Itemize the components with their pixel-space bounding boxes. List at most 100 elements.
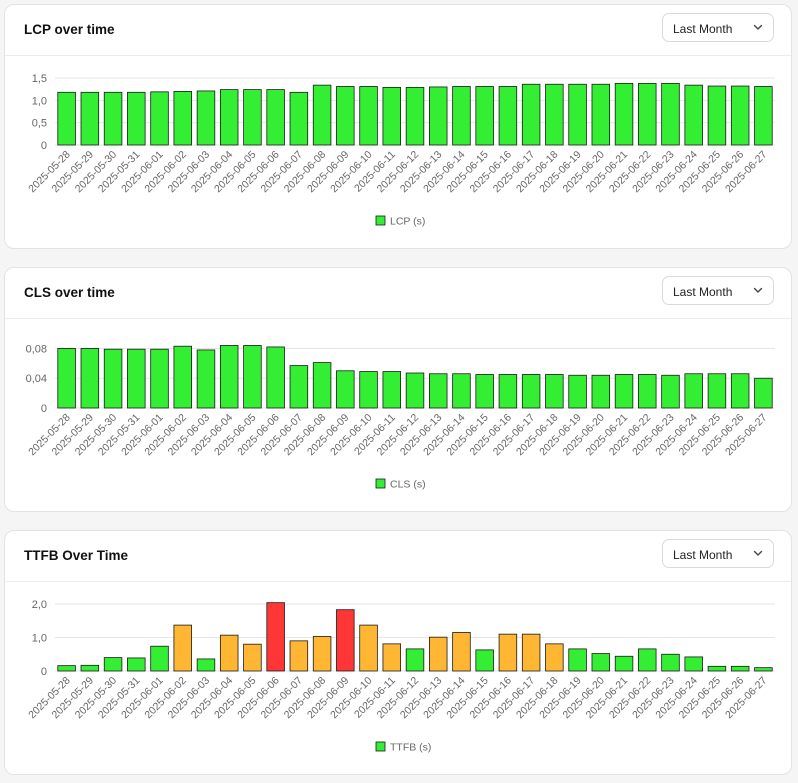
lcp-bar[interactable] [754, 86, 773, 146]
ttfb-bar[interactable] [150, 645, 169, 672]
lcp-bar[interactable] [57, 91, 76, 146]
lcp-bar[interactable] [405, 86, 425, 146]
lcp-bar[interactable] [428, 86, 448, 146]
cls-bar[interactable] [312, 362, 332, 409]
lcp-bar[interactable] [475, 86, 494, 146]
cls-bar[interactable] [336, 370, 355, 409]
ttfb-bar[interactable] [103, 657, 123, 672]
cls-bar[interactable] [475, 374, 494, 409]
cls-bar[interactable] [243, 345, 262, 409]
lcp-bar[interactable] [150, 91, 169, 146]
cls-bar[interactable] [289, 365, 309, 409]
ttfb-bar[interactable] [336, 609, 355, 672]
lcp-bar[interactable] [521, 83, 541, 146]
chevron-down-icon [753, 24, 763, 30]
lcp-bar[interactable] [243, 89, 262, 146]
ttfb-bar[interactable] [661, 653, 680, 672]
cls-bar[interactable] [707, 373, 727, 409]
lcp-bar-chart: 00,51,01,52025-05-282025-05-292025-05-30… [26, 73, 775, 228]
cls-bar[interactable] [684, 373, 703, 409]
cls-bar[interactable] [196, 349, 216, 409]
ttfb-bar[interactable] [475, 649, 494, 672]
lcp-bar[interactable] [103, 91, 123, 146]
ttfb-bar[interactable] [266, 602, 285, 672]
cls-bar[interactable] [521, 374, 541, 409]
lcp-range-select[interactable]: Last Month [662, 13, 774, 42]
lcp-bar[interactable] [498, 86, 518, 146]
cls-bar[interactable] [661, 374, 680, 409]
ttfb-bar[interactable] [289, 640, 309, 672]
lcp-bar[interactable] [684, 84, 703, 146]
lcp-bar[interactable] [568, 83, 587, 146]
ttfb-bar[interactable] [405, 648, 425, 672]
lcp-bar[interactable] [614, 82, 634, 146]
cls-bar[interactable] [150, 348, 169, 409]
ttfb-bar[interactable] [173, 624, 192, 672]
ttfb-bar[interactable] [428, 636, 448, 672]
cls-bar[interactable] [452, 373, 471, 409]
lcp-bar[interactable] [591, 83, 611, 146]
ttfb-bar[interactable] [521, 633, 541, 672]
ttfb-bar[interactable] [638, 648, 657, 672]
ttfb-bar[interactable] [219, 634, 239, 672]
ttfb-bar[interactable] [498, 633, 518, 672]
ttfb-bar[interactable] [545, 643, 564, 672]
ttfb-range-select[interactable]: Last Month [662, 539, 774, 568]
cls-range-select[interactable]: Last Month [662, 276, 774, 305]
cls-bar-chart: 00,040,082025-05-282025-05-292025-05-302… [26, 343, 775, 491]
lcp-bar[interactable] [127, 91, 146, 146]
ttfb-bar[interactable] [57, 665, 76, 672]
lcp-bar[interactable] [638, 82, 657, 146]
cls-bar[interactable] [382, 371, 402, 409]
cls-bar[interactable] [568, 374, 587, 409]
lcp-bar[interactable] [219, 89, 239, 146]
cls-bar[interactable] [405, 372, 425, 409]
cls-bar[interactable] [173, 345, 192, 409]
lcp-bar[interactable] [707, 85, 727, 146]
cls-bar[interactable] [127, 348, 146, 409]
ttfb-bar[interactable] [80, 664, 100, 672]
cls-bar[interactable] [638, 374, 657, 409]
lcp-bar[interactable] [80, 91, 100, 146]
cls-bar[interactable] [591, 374, 611, 409]
lcp-bar[interactable] [661, 82, 680, 146]
ttfb-bar[interactable] [127, 657, 146, 672]
cls-bar[interactable] [545, 374, 564, 409]
lcp-bar[interactable] [359, 86, 378, 146]
cls-legend-label: CLS (s) [390, 479, 426, 491]
ttfb-bar[interactable] [684, 656, 703, 672]
lcp-bar[interactable] [173, 91, 192, 146]
cls-bar[interactable] [614, 374, 634, 409]
lcp-bar[interactable] [730, 85, 750, 146]
cls-bar[interactable] [103, 348, 123, 409]
ttfb-bar[interactable] [382, 643, 402, 672]
ttfb-bar[interactable] [359, 624, 378, 672]
cls-bar[interactable] [428, 373, 448, 409]
ttfb-bar[interactable] [754, 667, 773, 672]
ttfb-bar[interactable] [312, 636, 332, 672]
cls-bar[interactable] [57, 348, 76, 409]
lcp-bar[interactable] [382, 86, 402, 146]
ttfb-bar[interactable] [591, 653, 611, 672]
lcp-bar[interactable] [266, 89, 285, 146]
ttfb-bar[interactable] [568, 648, 587, 672]
cls-bar[interactable] [359, 371, 378, 409]
ttfb-bar[interactable] [730, 665, 750, 672]
ttfb-bar[interactable] [614, 655, 634, 672]
lcp-bar[interactable] [196, 90, 216, 146]
cls-bar[interactable] [219, 345, 239, 409]
cls-bar[interactable] [730, 373, 750, 409]
lcp-bar[interactable] [336, 86, 355, 146]
ttfb-bar[interactable] [707, 665, 727, 672]
cls-bar[interactable] [266, 346, 285, 409]
lcp-bar[interactable] [289, 91, 309, 146]
lcp-bar[interactable] [545, 83, 564, 146]
lcp-bar[interactable] [312, 84, 332, 146]
ttfb-bar[interactable] [196, 658, 216, 672]
cls-bar[interactable] [498, 374, 518, 409]
ttfb-bar[interactable] [452, 632, 471, 672]
cls-bar[interactable] [754, 377, 773, 409]
lcp-bar[interactable] [452, 86, 471, 146]
cls-bar[interactable] [80, 348, 100, 409]
ttfb-bar[interactable] [243, 643, 262, 672]
